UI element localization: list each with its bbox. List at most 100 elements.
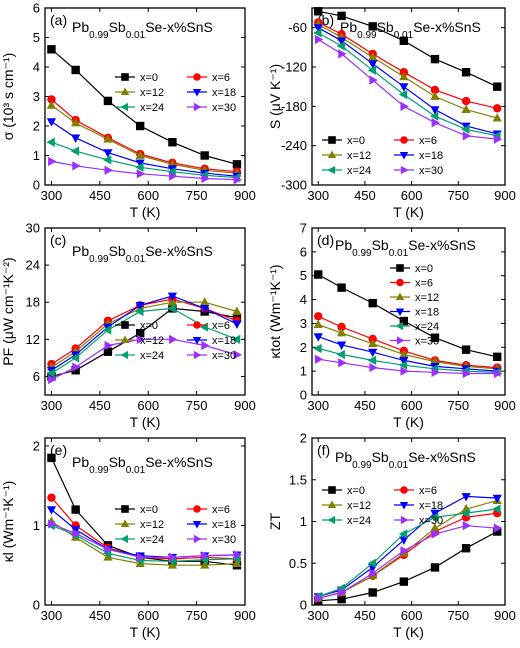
y-tick-label: 2 <box>300 340 307 355</box>
series-x-30 <box>48 156 242 185</box>
legend-marker <box>327 165 336 175</box>
data-point <box>135 150 145 159</box>
legend-marker <box>328 486 336 494</box>
data-point <box>72 528 81 539</box>
x-tick-label: 750 <box>186 188 208 203</box>
y-tick-label: 2 <box>33 438 40 453</box>
x-tick-label: 750 <box>447 188 469 203</box>
x-tick-label: 600 <box>137 398 159 413</box>
chart-panel-3: 300 450 600 750 900 6 12 18 24 30 T (K) PF (μW cm⁻¹… <box>0 221 256 431</box>
data-point <box>368 60 378 69</box>
x-axis-label: T (K) <box>393 204 424 220</box>
data-point <box>47 372 56 381</box>
data-point <box>232 160 242 169</box>
series-x-0 <box>314 7 502 91</box>
data-point <box>135 328 145 338</box>
data-point <box>136 334 146 344</box>
data-point <box>430 523 440 532</box>
data-point <box>430 54 440 64</box>
y-tick-label: 0 <box>33 598 40 613</box>
x-tick-label: 300 <box>307 188 329 203</box>
data-point <box>314 7 323 16</box>
y-tick-label: 1.5 <box>289 472 307 487</box>
data-point <box>313 319 323 328</box>
legend-label: x=30 <box>415 336 439 348</box>
data-point <box>399 536 409 545</box>
data-point <box>398 360 408 370</box>
data-point <box>71 134 81 143</box>
y-tick-label: 6 <box>33 1 40 16</box>
data-point <box>399 36 409 45</box>
data-point <box>232 306 242 315</box>
x-axis-label: T (K) <box>130 204 161 220</box>
data-point <box>399 577 409 586</box>
y-tick-label: 4 <box>300 292 307 307</box>
data-point <box>430 509 440 519</box>
data-point <box>369 75 378 85</box>
x-tick-label: 750 <box>447 608 469 623</box>
legend-marker <box>396 264 404 272</box>
legend-marker <box>327 150 337 159</box>
data-point <box>337 594 346 604</box>
data-point <box>313 24 323 33</box>
data-point <box>368 338 378 348</box>
x-tick-label: 450 <box>89 188 111 203</box>
series-x-30 <box>314 354 503 379</box>
legend-marker <box>192 520 202 529</box>
y-tick-label: 24 <box>26 258 40 273</box>
plot-frame <box>44 227 246 396</box>
y-tick-label: 1 <box>33 148 40 163</box>
legend-label: x=30 <box>212 534 236 546</box>
y-tick-label: 3 <box>300 316 307 331</box>
data-point <box>169 552 178 562</box>
x-tick-label: 750 <box>186 608 208 623</box>
data-point <box>399 349 409 358</box>
plot-frame <box>44 437 246 606</box>
legend-label: x=12 <box>347 500 371 512</box>
y-tick-label: 30 <box>26 221 40 236</box>
data-point <box>200 297 210 306</box>
data-point <box>368 348 378 358</box>
data-point <box>430 563 440 572</box>
data-point <box>48 519 57 529</box>
legend-label: x=12 <box>347 150 371 162</box>
data-point <box>462 368 472 379</box>
y-tick-label: 7 <box>300 221 307 236</box>
series-x-30 <box>314 34 503 144</box>
y-tick-label: 4 <box>33 60 40 75</box>
data-point <box>47 95 56 104</box>
data-point <box>336 349 345 360</box>
data-point <box>233 350 242 360</box>
data-point <box>399 71 409 81</box>
legend-label: x=0 <box>347 485 365 497</box>
x-tick-label: 750 <box>447 398 469 413</box>
data-point <box>103 347 113 356</box>
x-tick-label: 750 <box>186 398 208 413</box>
data-point <box>400 366 409 376</box>
legend-marker <box>399 151 409 160</box>
x-tick-label: 600 <box>137 188 159 203</box>
legend-marker <box>120 350 129 360</box>
y-tick-label: 0 <box>300 388 307 403</box>
data-point <box>46 118 57 127</box>
data-point <box>429 111 439 121</box>
legend-label: x=30 <box>419 515 443 527</box>
data-point <box>429 512 439 522</box>
legend-label: x=30 <box>212 102 236 114</box>
data-point <box>462 521 472 531</box>
data-point <box>369 568 378 578</box>
data-point <box>430 91 440 100</box>
series-x-30 <box>314 521 503 603</box>
y-tick-label: -60 <box>288 20 307 35</box>
x-axis-label: T (K) <box>130 624 161 640</box>
data-point <box>367 558 377 568</box>
y-tick-label: -300 <box>281 178 307 193</box>
panel-title: Pb0.99Sb0.01Se-x%SnS <box>335 237 476 259</box>
data-point <box>136 552 146 562</box>
data-point <box>103 96 113 106</box>
data-point <box>461 493 471 502</box>
data-point <box>231 334 241 344</box>
data-point <box>201 340 210 351</box>
legend-label: x=6 <box>415 278 433 290</box>
panel-label: (d) <box>317 232 334 248</box>
